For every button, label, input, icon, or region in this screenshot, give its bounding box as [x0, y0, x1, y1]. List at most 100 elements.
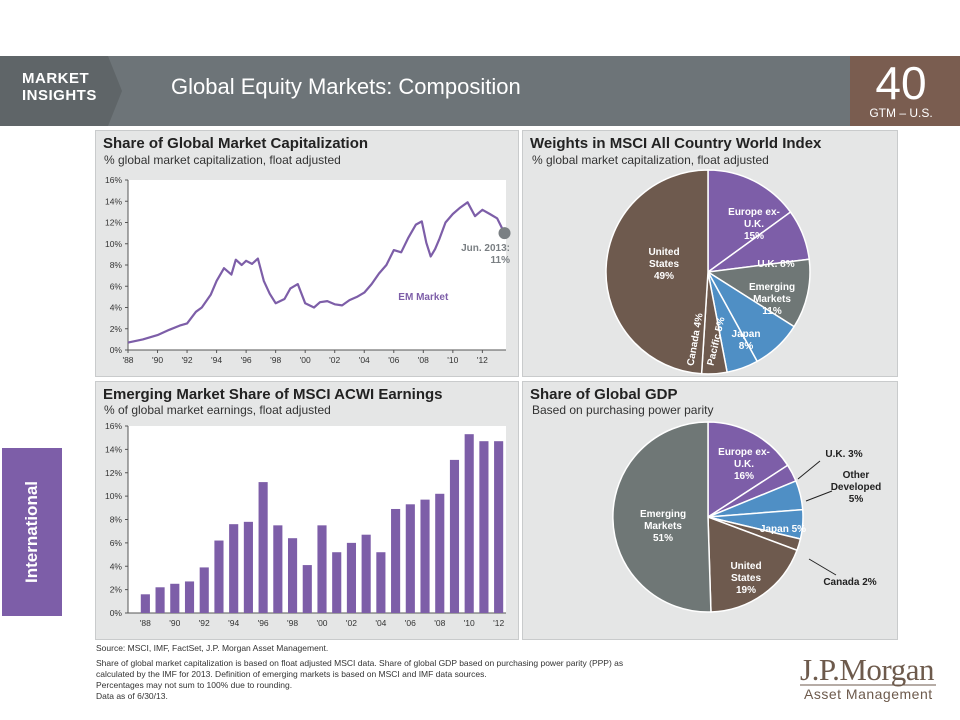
y-tick-label: 12% [105, 468, 122, 478]
y-tick-label: 6% [110, 538, 123, 548]
footnote-line: Share of global market capitalization is… [96, 658, 624, 668]
other-developed-leader-line [805, 490, 833, 502]
annotation-line: Jun. 2013: [461, 243, 510, 254]
x-tick-label: '88 [140, 618, 151, 628]
em-label: Emerging [749, 282, 795, 293]
earnings-bar [273, 525, 283, 613]
x-tick-label: '00 [316, 618, 327, 628]
earnings-bar [317, 525, 327, 613]
page-label: GTM – U.S. [869, 106, 933, 120]
europe-label: U.K. [744, 219, 764, 230]
em-label: Markets [644, 521, 682, 532]
europe-ex-u-k-slice [707, 169, 792, 274]
plot-area [128, 426, 506, 613]
x-tick-label: '88 [122, 355, 133, 365]
x-tick-label: '92 [199, 618, 210, 628]
x-tick-label: '92 [182, 355, 193, 365]
x-tick-label: '90 [152, 355, 163, 365]
source-note: Source: MSCI, IMF, FactSet, J.P. Morgan … [96, 643, 329, 653]
jpmorgan-logo: J.P.Morgan [800, 652, 934, 687]
x-tick-label: '06 [388, 355, 399, 365]
y-tick-label: 2% [110, 324, 123, 334]
asset-management-label: Asset Management [804, 686, 933, 702]
x-tick-label: '04 [359, 355, 370, 365]
annotation-line: 11% [491, 255, 511, 266]
us-label: United [648, 247, 679, 258]
y-tick-label: 14% [105, 196, 122, 206]
europe-label: Europe ex- [718, 447, 770, 458]
x-tick-label: '10 [447, 355, 458, 365]
gdp-subtitle: Based on purchasing power parity [532, 403, 714, 417]
emerging-markets-slice [705, 258, 811, 328]
europe-label: 16% [734, 471, 754, 482]
y-tick-label: 4% [110, 303, 123, 313]
earnings-bar [199, 567, 209, 613]
em-label: 11% [762, 306, 782, 317]
market-insights-badge [0, 56, 122, 126]
em-label: Emerging [640, 509, 686, 520]
earnings-bar [332, 552, 342, 613]
canada-leader-line [808, 558, 837, 576]
earnings-subtitle: % of global market earnings, float adjus… [104, 403, 331, 417]
us-label: 19% [736, 585, 756, 596]
section-tab [2, 448, 62, 616]
y-tick-label: 0% [110, 608, 123, 618]
x-tick-label: '06 [405, 618, 416, 628]
header-bar [0, 56, 960, 126]
earnings-bar [258, 482, 268, 613]
us-label: United [730, 561, 761, 572]
latest-point-marker [498, 227, 511, 240]
earnings-bar [155, 587, 165, 613]
earnings-bar [214, 540, 224, 613]
brand-label: MARKET INSIGHTS [22, 70, 97, 104]
em-label: 51% [653, 533, 673, 544]
earnings-bar [170, 583, 180, 613]
emerging-markets-slice [612, 421, 712, 613]
y-tick-label: 0% [110, 345, 123, 355]
earnings-bar [479, 441, 489, 613]
earnings-bar [302, 565, 312, 613]
us-label: 49% [654, 271, 674, 282]
us-label: States [731, 573, 761, 584]
other-developed-label: 5% [849, 494, 864, 505]
page-number-box [850, 56, 960, 126]
earnings-bar [435, 493, 445, 613]
market-cap-subtitle: % global market capitalization, float ad… [104, 153, 341, 167]
earnings-bar [287, 538, 298, 613]
united-states-slice [707, 515, 798, 613]
x-tick-label: '08 [434, 618, 445, 628]
page-number: 40 [875, 57, 927, 109]
japan-label: Japan [732, 329, 761, 340]
y-tick-label: 6% [110, 281, 123, 291]
acwi-title: Weights in MSCI All Country World Index [530, 135, 822, 152]
em-market-line [127, 201, 506, 344]
earnings-bar [229, 524, 239, 613]
other-developed-label: Other [843, 470, 870, 481]
united-states-slice [605, 169, 709, 375]
section-tab-label: International [22, 480, 42, 584]
earnings-bar [243, 521, 253, 613]
acwi-pie-chart: Europe ex-U.K.15% U.K. 8% EmergingMarkets1… [605, 169, 811, 375]
europe-label: 15% [744, 231, 764, 242]
y-tick-label: 12% [105, 218, 122, 228]
acwi-subtitle: % global market capitalization, float ad… [532, 153, 769, 167]
earnings-bar [420, 499, 430, 613]
earnings-bar [346, 542, 357, 613]
series-label: EM Market [398, 292, 449, 303]
uk-label: U.K. 3% [825, 449, 862, 460]
other-developed-label: Developed [831, 482, 882, 493]
em-label: Markets [753, 294, 791, 305]
earnings-bar [494, 441, 504, 613]
x-tick-label: '02 [329, 355, 340, 365]
y-tick-label: 2% [110, 585, 123, 595]
footnote-line: calculated by the IMF for 2013. Definiti… [96, 669, 487, 679]
x-tick-label: '04 [375, 618, 386, 628]
footnote-line: Percentages may not sum to 100% due to r… [96, 680, 293, 690]
earnings-bar [184, 581, 195, 613]
earnings-bar [464, 434, 474, 613]
earnings-bar [376, 552, 386, 613]
earnings-bar [449, 459, 460, 613]
x-tick-label: '96 [241, 355, 252, 365]
footnote-line: Data as of 6/30/13. [96, 691, 168, 701]
